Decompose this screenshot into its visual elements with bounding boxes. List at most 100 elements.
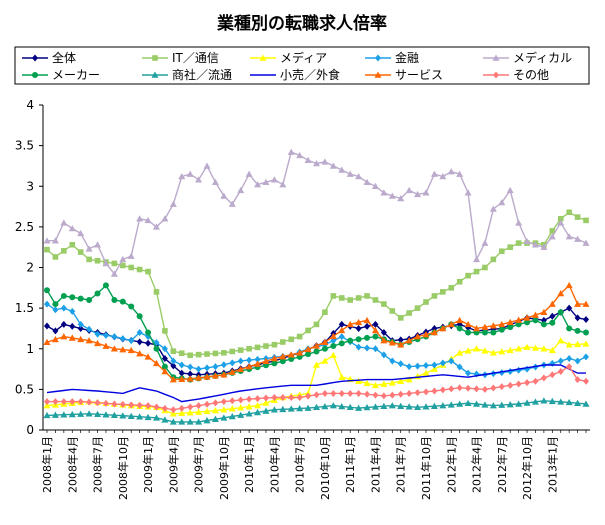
- data-point: [313, 321, 320, 328]
- x-tick-label: 2009年10月: [217, 436, 231, 500]
- data-point: [110, 411, 118, 419]
- data-point: [364, 334, 371, 341]
- data-point: [161, 215, 169, 222]
- data-point: [102, 259, 110, 267]
- data-point: [187, 403, 194, 411]
- data-point: [380, 380, 388, 387]
- data-point: [153, 345, 160, 352]
- legend-label: 小売／外食: [280, 67, 340, 82]
- data-point: [127, 346, 135, 354]
- data-point: [380, 189, 388, 196]
- data-point: [465, 369, 472, 377]
- data-point: [203, 417, 211, 424]
- data-point: [43, 411, 51, 419]
- data-point: [465, 272, 471, 279]
- data-point: [271, 341, 278, 348]
- data-point: [346, 170, 354, 177]
- data-point: [355, 295, 362, 301]
- data-point: [380, 351, 387, 359]
- legend-item-小売／外食: 小売／外食: [250, 67, 340, 82]
- data-point: [338, 402, 346, 410]
- x-tick-label: 2009年7月: [192, 436, 206, 493]
- data-point: [288, 394, 295, 401]
- data-point: [228, 368, 236, 375]
- legend-item-全体: 全体: [22, 50, 76, 65]
- data-point: [220, 371, 228, 378]
- data-point: [430, 365, 438, 372]
- data-point: [128, 303, 135, 310]
- data-point: [127, 412, 135, 419]
- legend-item-サービス: サービス: [365, 68, 443, 82]
- legend-label: メディア: [280, 50, 327, 65]
- data-point: [506, 318, 514, 326]
- data-point: [422, 403, 430, 410]
- data-point: [178, 409, 186, 417]
- data-point: [473, 255, 481, 263]
- data-point: [346, 403, 354, 411]
- data-point: [271, 360, 278, 367]
- data-point: [347, 389, 354, 397]
- data-point: [178, 375, 186, 383]
- data-point: [540, 243, 548, 250]
- data-point: [515, 321, 522, 328]
- data-point: [204, 351, 210, 357]
- series-商社／流通: [43, 397, 590, 425]
- data-point: [195, 408, 203, 415]
- data-point: [531, 398, 539, 405]
- data-point: [506, 186, 514, 194]
- data-point: [371, 403, 379, 410]
- data-point: [582, 340, 590, 347]
- data-point: [77, 249, 84, 255]
- data-point: [170, 406, 177, 414]
- data-point: [583, 377, 589, 385]
- data-point: [540, 397, 548, 404]
- data-point: [489, 402, 497, 409]
- legend-marker: [32, 72, 38, 78]
- data-point: [557, 357, 564, 365]
- data-point: [186, 418, 194, 425]
- data-point: [329, 332, 337, 340]
- data-point: [254, 355, 261, 363]
- data-point: [464, 399, 472, 406]
- data-point: [237, 396, 244, 404]
- data-point: [549, 319, 556, 326]
- x-tick-label: 2008年4月: [65, 436, 79, 493]
- data-point: [169, 200, 177, 207]
- data-point: [270, 176, 278, 183]
- data-point: [473, 385, 480, 393]
- data-point: [364, 293, 370, 299]
- legend-label: その他: [513, 68, 549, 82]
- data-point: [254, 408, 262, 416]
- data-point: [221, 350, 227, 356]
- data-point: [44, 398, 50, 406]
- data-point: [524, 319, 531, 326]
- data-point: [498, 383, 505, 391]
- data-point: [51, 237, 59, 244]
- data-point: [187, 363, 194, 371]
- data-point: [372, 333, 379, 340]
- data-point: [169, 418, 177, 425]
- x-tick-label: 2012年1月: [444, 436, 458, 493]
- data-point: [380, 329, 387, 336]
- data-point: [203, 407, 211, 415]
- data-point: [279, 405, 287, 413]
- data-point: [363, 316, 371, 324]
- data-point: [321, 158, 329, 165]
- data-point: [94, 399, 101, 407]
- data-point: [448, 357, 455, 365]
- data-point: [498, 369, 505, 377]
- data-point: [406, 389, 413, 397]
- data-point: [507, 244, 514, 250]
- data-point: [363, 379, 371, 387]
- data-point: [380, 337, 388, 344]
- data-point: [178, 173, 186, 180]
- x-tick-label: 2009年1月: [141, 436, 155, 493]
- data-point: [363, 178, 371, 185]
- data-point: [464, 347, 472, 354]
- legend-marker: [151, 71, 159, 78]
- data-point: [296, 151, 304, 159]
- legend-item-その他: その他: [483, 68, 549, 82]
- data-point: [481, 401, 489, 408]
- data-point: [414, 190, 422, 198]
- data-point: [77, 398, 84, 406]
